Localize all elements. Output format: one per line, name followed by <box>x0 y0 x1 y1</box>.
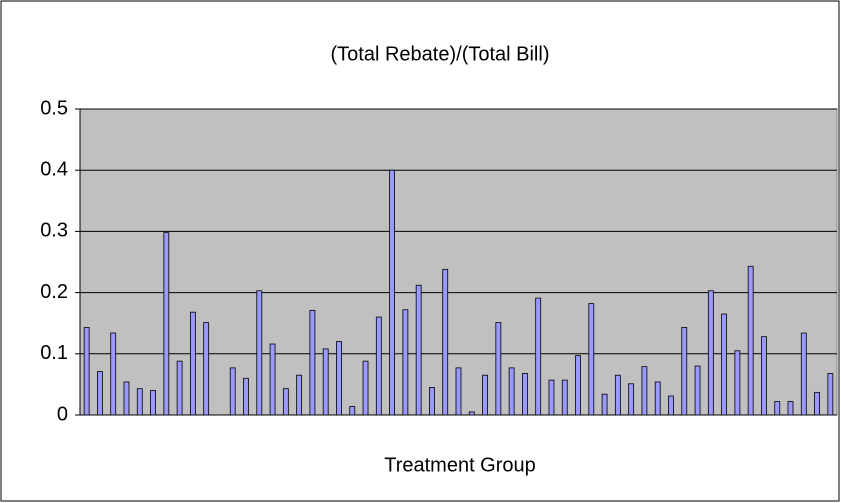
bar <box>362 360 369 416</box>
bar <box>482 374 488 416</box>
y-tick-label: 0.1 <box>40 342 68 364</box>
chart-title: (Total Rebate)/(Total Bill) <box>331 43 550 65</box>
bar <box>707 290 714 416</box>
bar <box>588 303 595 416</box>
bar <box>827 372 834 416</box>
bar <box>654 381 661 416</box>
x-axis-title: Treatment Group <box>384 454 536 476</box>
bar <box>429 387 435 416</box>
y-tick-label: 0.3 <box>40 220 68 242</box>
bar <box>282 388 289 416</box>
bar <box>800 332 807 416</box>
bar <box>495 322 502 416</box>
bar <box>694 365 701 416</box>
bar <box>203 322 210 416</box>
bar <box>734 350 741 416</box>
bar <box>189 311 196 416</box>
y-tick-label: 0.2 <box>40 281 68 303</box>
bar <box>229 367 236 416</box>
bar <box>575 355 581 416</box>
bar <box>402 309 409 416</box>
bar <box>508 367 515 416</box>
bar <box>389 169 395 416</box>
bar <box>455 367 462 416</box>
bar <box>774 401 781 416</box>
bar <box>243 377 249 416</box>
bar <box>349 406 356 416</box>
bar <box>681 327 688 416</box>
bar <box>628 383 635 416</box>
bar <box>814 391 820 416</box>
bar <box>176 360 183 416</box>
bar <box>522 372 528 416</box>
bar <box>601 393 608 416</box>
bar <box>535 297 542 416</box>
bar <box>561 379 568 416</box>
bar <box>110 332 117 416</box>
bar <box>296 374 303 416</box>
bar <box>787 401 794 416</box>
bar <box>309 309 316 416</box>
bar <box>641 366 648 416</box>
bar <box>150 390 156 416</box>
bar <box>322 348 329 416</box>
bar <box>548 379 555 416</box>
y-tick-label: 0.4 <box>40 158 68 180</box>
y-tick-label: 0 <box>57 403 68 425</box>
bar <box>123 381 130 416</box>
bar <box>136 388 143 416</box>
bar <box>163 232 170 416</box>
bar <box>336 341 342 416</box>
bar <box>668 395 674 416</box>
y-tick-label: 0.5 <box>40 97 68 119</box>
bar <box>721 313 728 416</box>
bar <box>256 290 263 416</box>
bar <box>614 374 621 416</box>
bar <box>468 411 475 416</box>
bar <box>97 371 103 416</box>
bar <box>761 336 767 416</box>
bar <box>83 327 90 416</box>
bar <box>415 284 422 416</box>
bar <box>375 316 382 416</box>
bar <box>269 343 276 416</box>
bar <box>747 265 754 416</box>
bar <box>442 268 449 416</box>
